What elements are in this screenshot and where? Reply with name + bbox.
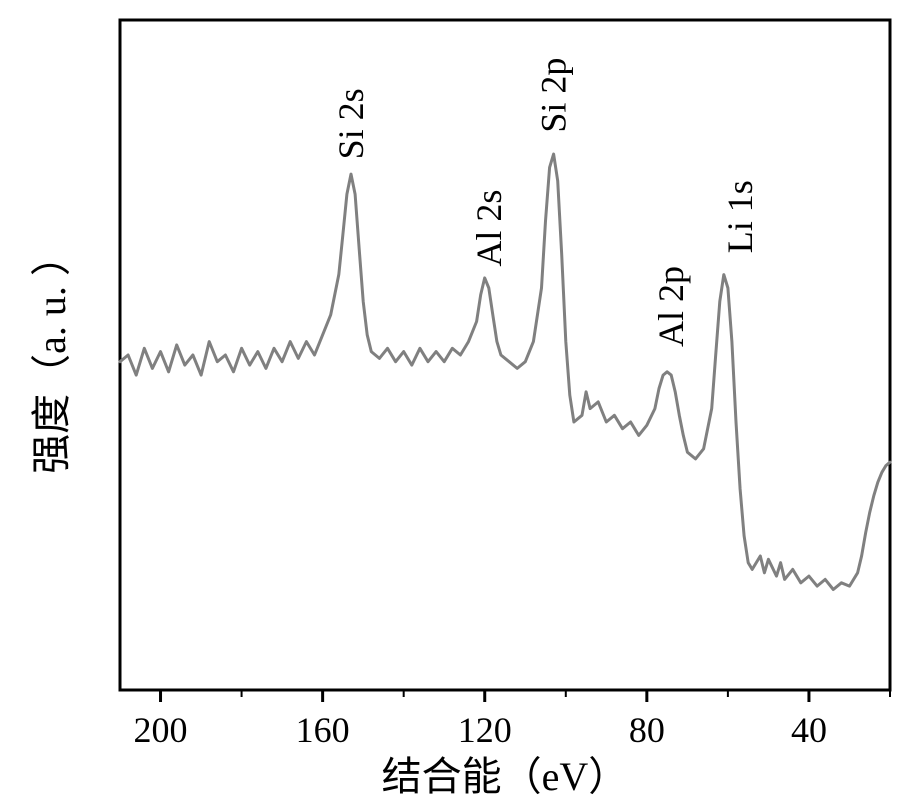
x-tick-label: 200 xyxy=(134,710,188,750)
plot-border xyxy=(120,20,890,690)
xps-spectrum-chart: 200 160 120 80 40 结合能（eV） 强度（a. u. ） Si 2s Al 2s… xyxy=(0,0,910,811)
peak-label: Li 1s xyxy=(720,180,760,253)
peak-label: Al 2p xyxy=(651,266,691,347)
x-axis-label: 结合能（eV） xyxy=(382,754,629,799)
x-tick-label: 160 xyxy=(296,710,350,750)
x-tick-label: 40 xyxy=(791,710,827,750)
peak-label: Si 2s xyxy=(331,88,371,159)
x-tick-label: 80 xyxy=(629,710,665,750)
peak-label: Al 2s xyxy=(469,190,509,267)
peak-label: Si 2p xyxy=(534,58,574,133)
chart-svg: 200 160 120 80 40 结合能（eV） 强度（a. u. ） Si 2s Al 2s… xyxy=(0,0,910,811)
y-axis-label: 强度（a. u. ） xyxy=(29,236,74,474)
x-tick-label: 120 xyxy=(458,710,512,750)
